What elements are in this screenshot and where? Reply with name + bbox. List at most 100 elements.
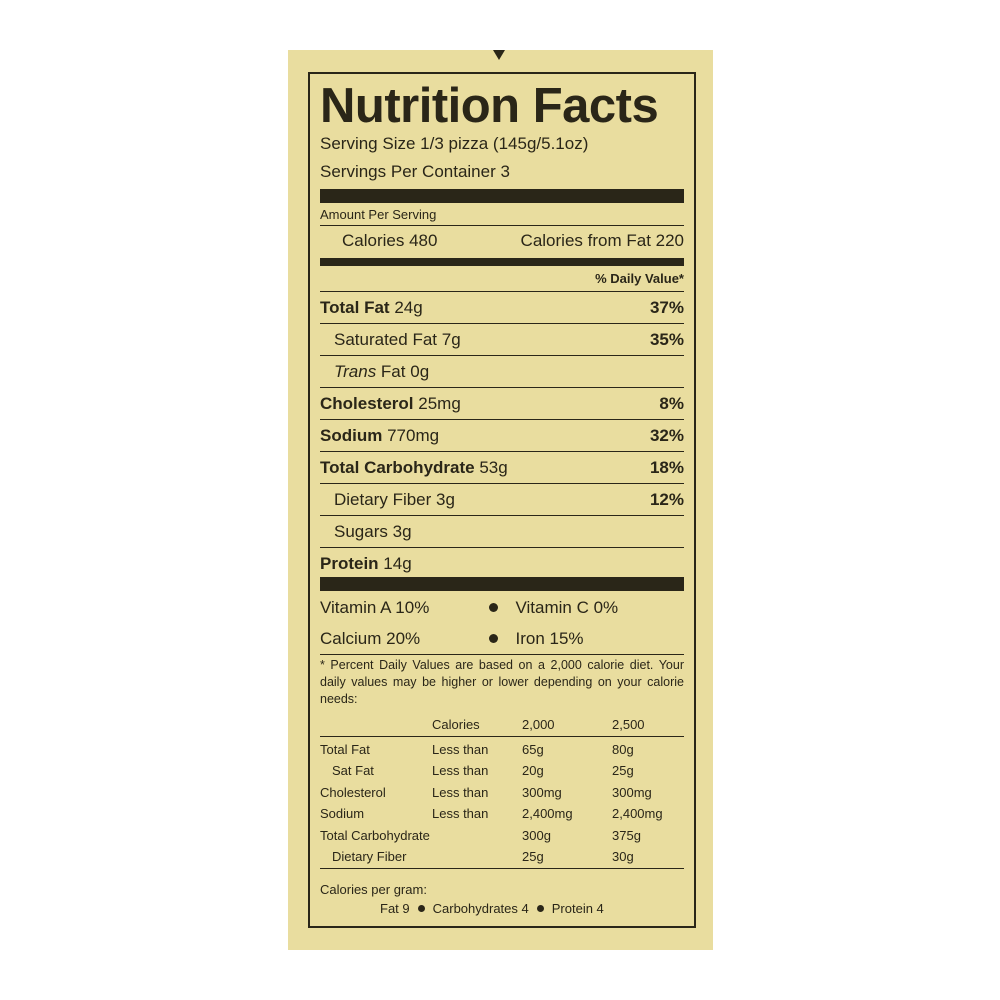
nutrient-label: Dietary Fiber 3g <box>334 490 455 510</box>
dv-table-cell: 65g <box>522 741 544 757</box>
nutrient-label: Total Carbohydrate 53g <box>320 458 508 478</box>
nutrient-label: Sugars 3g <box>334 522 412 542</box>
dv-table-cell: Sodium <box>320 806 365 821</box>
nutrient-name: Total Fat <box>320 297 390 317</box>
dv-table-cell: 375g <box>612 827 641 843</box>
thick-divider <box>320 258 684 266</box>
nutrient-amount: 24g <box>394 297 423 317</box>
footnote: * Percent Daily Values are based on a 2,… <box>320 658 684 706</box>
calories-per-gram-items: Fat 9 Carbohydrates 4 Protein 4 <box>320 901 684 916</box>
nutrient-name-suffix: Fat <box>376 361 406 381</box>
vitamin-list: Vitamin A 10% Vitamin C 0% Calcium 20% Iron… <box>320 592 684 654</box>
dv-table-cell: 2,400mg <box>612 806 663 821</box>
nutrient-amount: 14g <box>383 553 412 573</box>
dv-table-cell <box>432 825 522 847</box>
dv-table-cell: 2,400mg <box>522 806 573 821</box>
nutrient-name: Dietary Fiber <box>334 489 432 509</box>
servings-per-container: Servings Per Container 3 <box>320 162 510 181</box>
dv-table-header-cell: Calories <box>432 717 480 732</box>
dv-table-body: Total Fat Less than 65g 80g Sat Fat Less than… <box>320 737 684 869</box>
nutrient-daily-value: 8% <box>659 393 684 413</box>
nutrient-name: Cholesterol <box>320 393 414 413</box>
nutrient-daily-value: 18% <box>649 457 684 477</box>
amount-per-serving: Amount Per Serving <box>320 207 437 222</box>
calories-per-gram-item: Protein 4 <box>551 901 604 916</box>
dv-table-header-cell: 2,500 <box>612 717 645 732</box>
nutrition-facts-box: Nutrition Facts Serving Size 1/3 pizza (… <box>308 72 696 928</box>
dv-table-header: Calories 2,000 2,500 <box>320 714 684 737</box>
nutrient-name: Total Carbohydrate <box>320 457 475 477</box>
dv-table-cell: Less than <box>432 806 489 821</box>
dv-table-header-cell <box>320 714 432 736</box>
vitamin-item: Vitamin A 10% <box>320 597 430 617</box>
nutrient-amount: 25mg <box>418 393 461 413</box>
bullet-icon <box>417 905 425 912</box>
dv-table-cell: 20g <box>522 763 544 778</box>
nutrient-daily-value: 12% <box>649 489 684 509</box>
nutrient-row: Sodium 770mg 32% <box>320 419 684 451</box>
nutrient-name: Sugars <box>334 521 388 541</box>
vitamin-row: Vitamin A 10% Vitamin C 0% <box>320 592 684 623</box>
nutrition-label-panel: Nutrition Facts Serving Size 1/3 pizza (… <box>288 50 713 950</box>
nutrient-amount: 0g <box>410 361 430 381</box>
dv-table-cell: Less than <box>432 741 489 757</box>
triangle-marker-icon <box>493 50 505 60</box>
nutrient-label: Protein 14g <box>320 554 412 574</box>
calories-per-gram-item: Carbohydrates 4 <box>432 901 529 916</box>
dv-table-cell: 300mg <box>522 784 562 800</box>
dv-table-header-cell: 2,000 <box>522 717 555 732</box>
daily-value-table: Calories 2,000 2,500 Total Fat Less than 65g 8… <box>320 714 684 869</box>
nutrient-label: Saturated Fat 7g <box>334 330 461 350</box>
nutrient-name: Sodium <box>320 425 383 445</box>
dv-table-cell: 25g <box>522 849 544 864</box>
dv-table-cell: Sat Fat <box>332 763 374 778</box>
dv-table-cell: 30g <box>612 849 634 864</box>
nutrient-label: Cholesterol 25mg <box>320 394 461 414</box>
nutrient-label: Trans Fat 0g <box>334 362 429 382</box>
dv-table-cell: Dietary Fiber <box>332 849 407 864</box>
vitamin-item: Iron 15% <box>515 628 584 648</box>
nutrient-name: Saturated Fat <box>334 329 438 349</box>
nutrient-name: Protein <box>320 553 379 573</box>
serving-size: Serving Size 1/3 pizza (145g/5.1oz) <box>320 134 589 153</box>
dv-table-cell: Total Fat <box>320 741 370 757</box>
dv-table-cell: 80g <box>612 741 634 757</box>
daily-value-header: % Daily Value* <box>595 271 684 286</box>
dv-table-cell: 25g <box>612 763 634 778</box>
vitamin-item: Calcium 20% <box>320 628 421 648</box>
bullet-icon <box>488 634 498 643</box>
bullet-icon <box>536 905 544 912</box>
nutrient-row: Total Carbohydrate 53g 18% <box>320 451 684 483</box>
nutrient-row: Sugars 3g <box>320 515 684 547</box>
thick-divider <box>320 577 684 591</box>
nutrient-name: Trans <box>334 361 377 381</box>
nutrient-amount: 770mg <box>387 425 440 445</box>
dv-table-cell: 300mg <box>612 784 652 800</box>
nutrient-amount: 3g <box>392 521 412 541</box>
nutrient-daily-value: 35% <box>649 329 684 349</box>
calories-from-fat: Calories from Fat 220 <box>520 231 684 250</box>
dv-table-cell: Less than <box>432 763 489 778</box>
nutrient-row: Saturated Fat 7g 35% <box>320 323 684 355</box>
nutrient-row: Cholesterol 25mg 8% <box>320 387 684 419</box>
dv-table-cell: Cholesterol <box>320 784 386 800</box>
calories-row: Calories 480 Calories from Fat 220 <box>320 231 684 251</box>
dv-table-cell: Total Carbohydrate <box>320 827 430 843</box>
nutrient-daily-value: 32% <box>649 425 684 445</box>
bullet-icon <box>488 603 498 612</box>
nutrient-row: Trans Fat 0g <box>320 355 684 387</box>
calories-per-gram: Calories per gram: <box>320 882 427 897</box>
nutrient-amount: 53g <box>479 457 508 477</box>
nutrient-daily-value: 37% <box>649 297 684 317</box>
vitamin-item: Vitamin C 0% <box>515 597 619 617</box>
nutrient-row: Total Fat 24g 37% <box>320 291 684 323</box>
nutrient-row: Dietary Fiber 3g 12% <box>320 483 684 515</box>
calories: Calories 480 <box>342 231 438 250</box>
nutrient-row: Protein 14g <box>320 547 684 579</box>
nutrient-label: Sodium 770mg <box>320 426 439 446</box>
calories-per-gram-item: Fat 9 <box>380 901 410 916</box>
vitamin-row: Calcium 20% Iron 15% <box>320 623 684 654</box>
label-title: Nutrition Facts <box>320 79 659 133</box>
nutrient-label: Total Fat 24g <box>320 298 423 318</box>
thick-divider <box>320 189 684 203</box>
